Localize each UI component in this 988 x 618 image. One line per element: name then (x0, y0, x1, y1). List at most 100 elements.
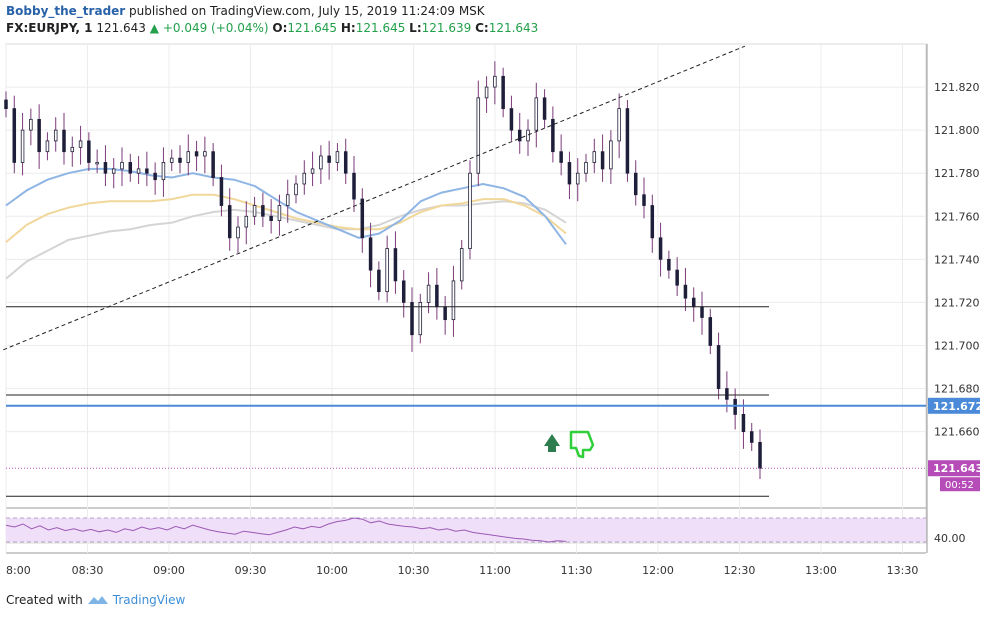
candle-body (377, 269, 381, 293)
moving-averages (5, 167, 567, 280)
candle-body (310, 168, 315, 174)
countdown-bg (940, 477, 980, 492)
candle-body (360, 198, 365, 239)
price-change: +0.049 (+0.04%) (162, 21, 269, 35)
ma-blue-line (5, 167, 567, 245)
candle-body (418, 302, 423, 336)
candle-body (343, 151, 348, 174)
time-tick-label: 10:00 (316, 564, 348, 577)
last-price: 121.643 (96, 21, 146, 35)
candle-body (493, 75, 497, 88)
candle-body (20, 129, 25, 163)
candle-body (484, 86, 489, 99)
candle-body (584, 162, 588, 174)
candle-body (87, 140, 91, 163)
candle-body (617, 108, 621, 142)
buy-arrow-icon (544, 434, 560, 452)
candle-body (211, 151, 215, 178)
candle-body (219, 177, 224, 206)
high-value: 121.645 (355, 21, 406, 35)
candle-body (658, 237, 663, 260)
candle-body (459, 248, 464, 282)
candle-body (725, 388, 729, 400)
open-value: 121.645 (287, 21, 338, 35)
candle-body (700, 306, 704, 318)
candle-body (136, 168, 141, 174)
open-label: O: (272, 21, 288, 35)
trend-line (3, 45, 746, 351)
candle-body (683, 284, 688, 299)
countdown-label: 00:52 (945, 480, 974, 491)
time-tick-label: 13:00 (805, 564, 837, 577)
time-tick-label: 11:00 (479, 564, 511, 577)
candle-body (269, 215, 273, 221)
time-tick-label: 08:30 (72, 564, 104, 577)
candle-body (501, 75, 505, 110)
price-tick-label: 121.720 (934, 296, 980, 309)
candle-body (575, 172, 580, 185)
candle-body (285, 194, 290, 206)
candle-body (633, 172, 638, 196)
price-axis[interactable]: 121.820 121.800 121.780 121.760 121.740 121.7… (928, 81, 983, 545)
candle-body (708, 317, 713, 346)
candle-body (103, 162, 108, 174)
candle-body (335, 151, 340, 163)
price-tick-label: 121.660 (934, 426, 980, 439)
candle-body (517, 129, 522, 142)
candle-body (236, 226, 240, 239)
candle-body (435, 284, 439, 308)
candle-body (667, 258, 671, 271)
price-tick-label: 121.760 (934, 210, 980, 223)
candle-body (252, 205, 257, 217)
rsi-line (5, 517, 567, 543)
close-label: C: (475, 21, 489, 35)
candle-body (128, 162, 133, 174)
candle-body (244, 215, 249, 228)
last-price-label: 121.643 (933, 462, 983, 475)
symbol-line: FX:EURJPY, 1 121.643 ▲ +0.049 (+0.04%) O… (6, 21, 538, 35)
time-tick-label: 10:30 (398, 564, 430, 577)
candle-body (169, 157, 174, 163)
time-tick-label: 8:00 (6, 564, 31, 577)
time-axis[interactable]: 8:00 08:30 09:00 09:30 10:00 10:30 11:00 11:30 1… (6, 564, 918, 577)
candle-body (733, 398, 737, 415)
candle-body (145, 168, 149, 174)
candle-body (62, 129, 66, 153)
low-value: 121.639 (421, 21, 472, 35)
price-tick-label: 121.800 (934, 124, 980, 137)
low-label: L: (409, 21, 422, 35)
publish-line: Bobby_the_trader published on TradingVie… (6, 4, 485, 18)
ma-gray-line (5, 200, 567, 280)
candle-body (4, 99, 8, 110)
candle-body (70, 146, 75, 153)
thumbs-down-icon (569, 430, 595, 459)
tradingview-brand-link[interactable]: TradingView (112, 593, 186, 607)
candle-body (675, 269, 679, 286)
candle-body (261, 205, 265, 217)
price-tick-label: 121.700 (934, 339, 980, 352)
candle-body (476, 97, 481, 174)
candle-body (78, 140, 83, 148)
candle-body (29, 118, 33, 131)
candle-body (111, 168, 116, 174)
symbol-name[interactable]: FX:EURJPY, 1 (6, 21, 93, 35)
up-triangle-icon: ▲ (149, 21, 159, 35)
candle-body (551, 118, 555, 153)
candle-body (650, 205, 655, 239)
time-tick-label: 11:30 (561, 564, 593, 577)
candle-body (559, 151, 563, 163)
candle-body (153, 172, 157, 181)
ma-yellow-line (5, 193, 567, 243)
time-tick-label: 12:30 (724, 564, 756, 577)
high-label: H: (340, 21, 356, 35)
time-tick-label: 09:30 (235, 564, 267, 577)
grid-lines (5, 43, 928, 554)
author-link[interactable]: Bobby_the_trader (6, 4, 126, 18)
candle-body (716, 345, 721, 389)
candle-body (178, 157, 182, 163)
candle-body (691, 297, 696, 308)
candle-body (758, 441, 762, 469)
candle-body (509, 108, 514, 131)
drawing-overlays[interactable] (3, 45, 926, 497)
